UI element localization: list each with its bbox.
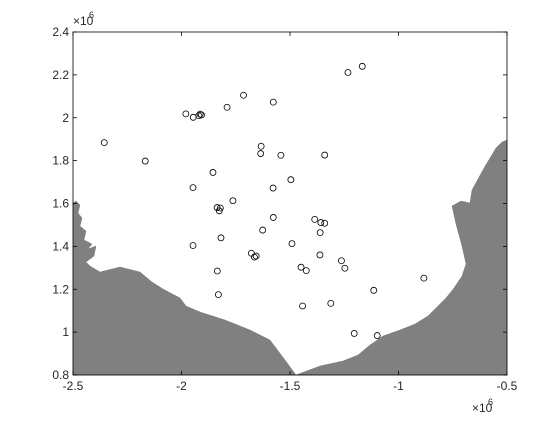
y-exponent-power: 6: [89, 10, 94, 20]
y-tick-label: 2: [62, 111, 69, 125]
data-point: [269, 214, 277, 221]
data-point: [251, 253, 258, 261]
data-point: [257, 150, 265, 157]
x-tick-label: -2.5: [63, 379, 84, 393]
data-point: [189, 184, 197, 192]
x-tick-label: -1: [393, 379, 404, 393]
land-left-peninsula: [72, 200, 297, 376]
x-tick-label: -2: [176, 379, 187, 393]
data-points: [100, 62, 428, 339]
y-tick-label: 1.4: [52, 239, 69, 253]
data-point: [373, 332, 381, 339]
data-point: [338, 257, 345, 265]
y-tick-label: 0.8: [52, 368, 69, 382]
data-point: [370, 286, 378, 294]
data-point: [302, 267, 310, 274]
data-point: [420, 274, 428, 282]
data-point: [240, 91, 247, 99]
land-right-coast: [295, 139, 508, 376]
data-point: [217, 234, 225, 242]
plot-area: -2.5 -2 -1.5 -1 -0.5 0.8 1 1.2 1.4 1.6 1.8 2 2.2 2.4: [52, 25, 517, 393]
data-point: [317, 219, 325, 226]
data-point: [189, 242, 197, 249]
data-point: [269, 184, 277, 192]
y-tick-label: 2.4: [52, 25, 69, 39]
data-point: [341, 264, 349, 272]
data-point: [196, 110, 204, 118]
data-point: [321, 151, 329, 159]
y-tick-label: 1.8: [52, 154, 69, 168]
data-point: [277, 151, 285, 159]
x-axis-ticks: -2.5 -2 -1.5 -1 -0.5: [63, 32, 518, 393]
data-point: [287, 176, 295, 184]
y-exponent-label: ×10 6: [73, 10, 94, 28]
y-tick-label: 2.2: [52, 68, 69, 82]
data-point: [182, 110, 190, 118]
data-point: [321, 219, 329, 227]
data-point: [259, 226, 267, 234]
data-point: [358, 62, 366, 70]
x-tick-label: -1.5: [280, 379, 301, 393]
data-point: [214, 291, 222, 299]
data-point: [316, 229, 324, 237]
data-point: [316, 251, 324, 259]
x-exponent-label: ×10 6: [472, 397, 493, 415]
data-point: [209, 169, 217, 176]
y-tick-label: 1.2: [52, 282, 69, 296]
x-tick-label: -0.5: [497, 379, 518, 393]
data-point: [297, 263, 305, 271]
x-exponent-base: ×10: [472, 401, 493, 415]
x-exponent-power: 6: [488, 397, 493, 407]
y-exponent-base: ×10: [73, 14, 94, 28]
data-point: [269, 98, 277, 106]
data-point: [195, 112, 203, 120]
data-point: [311, 215, 319, 223]
data-point: [216, 204, 224, 212]
data-point: [344, 69, 352, 76]
data-point: [198, 111, 205, 119]
data-point: [141, 157, 149, 165]
data-point: [229, 197, 237, 205]
data-point: [213, 267, 221, 275]
data-point: [257, 142, 265, 150]
data-point: [100, 139, 108, 147]
data-point: [223, 103, 231, 111]
data-point: [299, 302, 306, 310]
data-point: [327, 299, 335, 307]
y-tick-label: 1: [62, 325, 69, 339]
data-point: [252, 252, 260, 260]
y-axis-ticks: 0.8 1 1.2 1.4 1.6 1.8 2 2.2 2.4: [52, 25, 507, 382]
data-point: [350, 330, 358, 337]
land-masses: [72, 139, 508, 376]
y-tick-label: 1.6: [52, 197, 69, 211]
data-point: [288, 240, 296, 247]
